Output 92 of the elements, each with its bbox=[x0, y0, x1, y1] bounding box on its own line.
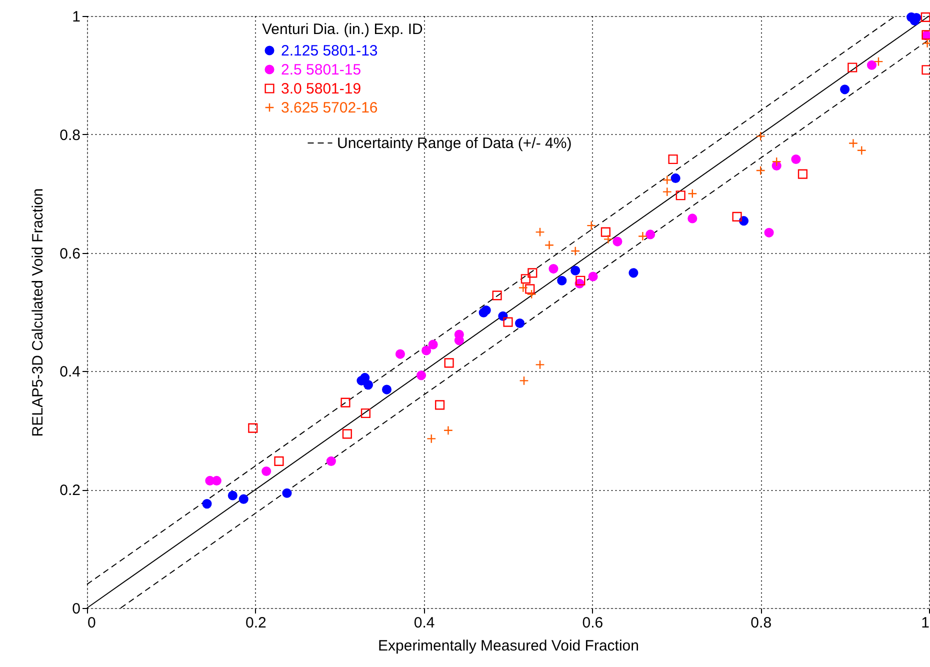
point bbox=[526, 289, 536, 300]
point bbox=[570, 246, 580, 256]
point bbox=[535, 227, 545, 237]
point bbox=[443, 426, 453, 436]
point bbox=[920, 12, 930, 22]
point bbox=[520, 274, 530, 284]
point bbox=[548, 264, 558, 274]
point bbox=[668, 154, 678, 164]
x-tick-label: 0.2 bbox=[245, 614, 266, 632]
x-axis-title: Experimentally Measured Void Fraction bbox=[378, 638, 639, 654]
point bbox=[426, 434, 436, 444]
point bbox=[662, 187, 672, 197]
point bbox=[586, 220, 596, 230]
legend-label: 3.625 5702-16 bbox=[281, 100, 378, 116]
point bbox=[612, 236, 622, 246]
point bbox=[840, 84, 850, 94]
point bbox=[856, 146, 866, 156]
point bbox=[646, 230, 656, 240]
point bbox=[922, 65, 930, 75]
legend-label: Uncertainty Range of Data (+/- 4%) bbox=[337, 135, 572, 152]
y-tick-label: 0.2 bbox=[60, 482, 80, 500]
y-tick-label: 1 bbox=[72, 8, 80, 26]
legend-label: 3.0 5801-19 bbox=[281, 80, 362, 98]
point bbox=[282, 488, 292, 498]
point bbox=[732, 212, 742, 222]
point bbox=[756, 166, 766, 176]
point bbox=[202, 499, 212, 509]
point bbox=[262, 466, 272, 476]
point bbox=[603, 234, 613, 244]
point bbox=[342, 429, 352, 439]
point bbox=[528, 268, 538, 278]
y-tick-label: 0.6 bbox=[60, 245, 80, 262]
point bbox=[248, 423, 258, 433]
x-tick-label: 0 bbox=[88, 614, 96, 632]
point bbox=[454, 336, 464, 346]
y-tick-label: 0 bbox=[72, 600, 80, 618]
y-tick-label: 0.8 bbox=[60, 126, 80, 144]
point bbox=[228, 490, 238, 500]
point bbox=[503, 317, 513, 327]
point bbox=[212, 476, 222, 486]
point bbox=[588, 272, 598, 282]
point bbox=[535, 360, 545, 370]
x-tick-label: 0.4 bbox=[414, 614, 435, 632]
point bbox=[544, 240, 554, 250]
point bbox=[688, 214, 698, 224]
point bbox=[515, 318, 525, 328]
point bbox=[670, 173, 680, 183]
legend-title: Venturi Dia. (in.) Exp. ID bbox=[262, 21, 424, 38]
legend-label: 2.5 5801-15 bbox=[281, 62, 362, 78]
legend-label: 2.125 5801-13 bbox=[281, 42, 378, 60]
point bbox=[570, 266, 580, 276]
point bbox=[360, 372, 370, 382]
point bbox=[238, 494, 248, 504]
point bbox=[363, 380, 374, 390]
point bbox=[764, 228, 774, 238]
point bbox=[382, 384, 392, 394]
point bbox=[798, 169, 808, 179]
point bbox=[435, 400, 445, 410]
point bbox=[416, 370, 426, 380]
point bbox=[638, 231, 648, 242]
point bbox=[518, 282, 528, 293]
point bbox=[444, 358, 454, 368]
x-tick-label: 0.6 bbox=[582, 614, 604, 632]
point bbox=[628, 268, 638, 278]
y-axis-title: RELAP5-3D Calculated Void Fraction bbox=[30, 188, 47, 437]
point bbox=[688, 188, 698, 198]
point bbox=[481, 305, 491, 315]
point bbox=[395, 349, 406, 359]
point bbox=[848, 62, 858, 72]
point bbox=[874, 56, 884, 66]
point bbox=[662, 175, 672, 185]
x-tick-label: 1 bbox=[921, 614, 930, 632]
point bbox=[326, 456, 336, 466]
point bbox=[791, 154, 801, 164]
point bbox=[340, 398, 350, 408]
point bbox=[557, 276, 567, 286]
point bbox=[848, 138, 858, 148]
point bbox=[422, 346, 432, 356]
point bbox=[519, 376, 529, 386]
point bbox=[525, 284, 535, 294]
point bbox=[772, 156, 782, 166]
y-tick-label: 0.4 bbox=[60, 364, 80, 381]
point bbox=[600, 227, 610, 237]
x-tick-label: 0.8 bbox=[750, 614, 772, 632]
point bbox=[428, 340, 438, 350]
point bbox=[756, 131, 766, 141]
point bbox=[360, 408, 370, 418]
point bbox=[274, 456, 284, 466]
point bbox=[576, 276, 586, 286]
point bbox=[866, 60, 877, 70]
point bbox=[492, 290, 502, 300]
point bbox=[676, 190, 686, 200]
